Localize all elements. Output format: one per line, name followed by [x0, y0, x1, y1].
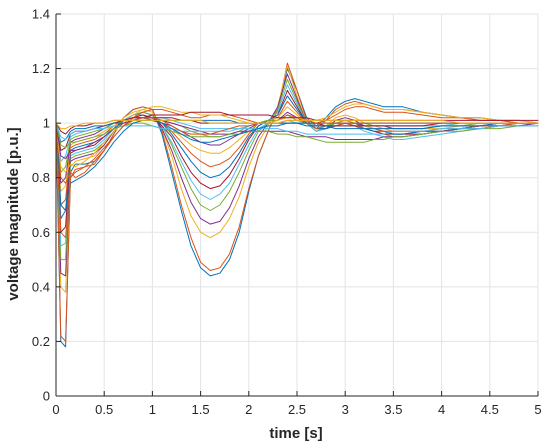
x-tick-label-5: 2.5	[288, 402, 306, 417]
y-tick-label-5: 1	[43, 116, 50, 131]
x-tick-label-2: 1	[149, 402, 156, 417]
x-tick-label-9: 4.5	[481, 402, 499, 417]
y-tick-label-3: 0.6	[32, 225, 50, 240]
y-tick-label-2: 0.4	[32, 279, 50, 294]
x-tick-label-10: 5	[534, 402, 541, 417]
y-tick-label-0: 0	[43, 389, 50, 404]
y-tick-label-6: 1.2	[32, 61, 50, 76]
x-tick-labels: 0 0.5 1 1.5 2 2.5 3 3.5 4 4.5 5	[52, 402, 541, 417]
y-tick-labels: 0 0.2 0.4 0.6 0.8 1 1.2 1.4	[32, 7, 50, 404]
series-line-23	[55, 117, 539, 239]
x-tick-label-6: 3	[342, 402, 349, 417]
x-tick-label-4: 2	[245, 402, 252, 417]
x-tick-label-0: 0	[52, 402, 59, 417]
y-tick-label-4: 0.8	[32, 170, 50, 185]
series-line-6	[55, 84, 539, 247]
axes	[55, 13, 539, 397]
series-line-24	[55, 119, 539, 130]
x-axis-label: time [s]	[269, 425, 322, 442]
series-line-16	[55, 106, 539, 184]
x-tick-label-1: 0.5	[95, 402, 113, 417]
y-tick-label-1: 0.2	[32, 334, 50, 349]
y-axis-label: voltage magnitude [p.u.]	[5, 127, 22, 300]
series-lines	[55, 62, 539, 348]
x-tick-label-8: 4	[438, 402, 445, 417]
series-line-20	[55, 122, 539, 140]
y-tick-label-7: 1.4	[32, 7, 50, 22]
series-line-19	[55, 122, 539, 149]
grid	[55, 13, 539, 397]
x-tick-label-7: 3.5	[384, 402, 402, 417]
x-tick-label-3: 1.5	[192, 402, 210, 417]
series-line-22	[55, 119, 539, 211]
